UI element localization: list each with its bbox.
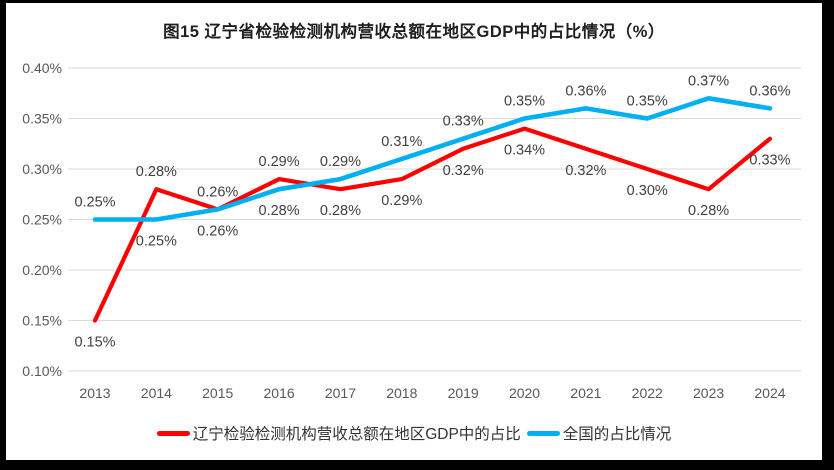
data-label: 0.32% — [565, 163, 606, 179]
data-label: 0.29% — [259, 154, 300, 170]
data-label: 0.28% — [320, 203, 361, 219]
chart-legend: 辽宁检验检测机构营收总额在地区GDP中的占比 全国的占比情况 — [6, 423, 822, 443]
y-axis-tick-label: 0.30% — [22, 161, 62, 177]
data-label: 0.26% — [197, 184, 238, 200]
legend-line-red-icon — [156, 430, 190, 436]
y-axis-tick-label: 0.25% — [22, 212, 62, 228]
x-axis-label: 2018 — [386, 385, 417, 401]
legend-label-liaoning: 辽宁检验检测机构营收总额在地区GDP中的占比 — [192, 426, 521, 443]
legend-label-national: 全国的占比情况 — [562, 426, 672, 443]
x-axis-label: 2014 — [141, 385, 172, 401]
data-label: 0.31% — [381, 134, 422, 150]
data-label: 0.29% — [381, 193, 422, 209]
data-label: 0.37% — [688, 73, 729, 89]
data-label: 0.28% — [259, 203, 300, 219]
data-label: 0.15% — [74, 335, 115, 351]
x-axis-label: 2013 — [79, 385, 110, 401]
y-axis-tick-label: 0.35% — [22, 111, 62, 127]
x-axis-label: 2024 — [754, 385, 785, 401]
data-label: 0.28% — [688, 203, 729, 219]
x-axis-label: 2015 — [202, 385, 233, 401]
data-label: 0.35% — [504, 94, 545, 110]
x-axis-label: 2017 — [325, 385, 356, 401]
x-axis-label: 2019 — [448, 385, 479, 401]
x-axis-label: 2020 — [509, 385, 540, 401]
data-label: 0.29% — [320, 154, 361, 170]
data-label: 0.36% — [565, 83, 606, 99]
series-line-liaoning — [92, 126, 773, 323]
legend-item-liaoning: 辽宁检验检测机构营收总额在地区GDP中的占比 — [156, 422, 521, 444]
x-axis-label: 2016 — [264, 385, 295, 401]
data-label: 0.26% — [197, 223, 238, 239]
data-label: 0.35% — [627, 94, 668, 110]
y-axis-tick-label: 0.15% — [22, 313, 62, 329]
data-label: 0.32% — [443, 163, 484, 179]
data-label: 0.34% — [504, 143, 545, 159]
legend-item-national: 全国的占比情况 — [526, 422, 672, 444]
data-label: 0.30% — [627, 183, 668, 199]
chart-title: 图15 辽宁省检验检测机构营收总额在地区GDP中的占比情况（%） — [163, 23, 665, 41]
data-label: 0.36% — [749, 83, 790, 99]
data-label: 0.25% — [74, 195, 115, 211]
x-axis-label: 2022 — [632, 385, 663, 401]
line-chart: 0.40% 0.35% 0.30% 0.25% 0.20% 0.15% 0.10% 2013 2… — [22, 60, 801, 401]
x-axis-label: 2021 — [570, 385, 601, 401]
data-label: 0.28% — [136, 164, 177, 180]
data-label: 0.33% — [749, 153, 790, 169]
series-line-national — [92, 96, 773, 222]
data-label: 0.33% — [443, 114, 484, 130]
y-axis-tick-label: 0.20% — [22, 262, 62, 278]
data-label: 0.25% — [136, 234, 177, 250]
x-axis-label: 2023 — [693, 385, 724, 401]
legend-line-blue-icon — [526, 430, 560, 436]
y-axis-tick-label: 0.40% — [22, 60, 62, 76]
y-axis-tick-label: 0.10% — [22, 363, 62, 379]
